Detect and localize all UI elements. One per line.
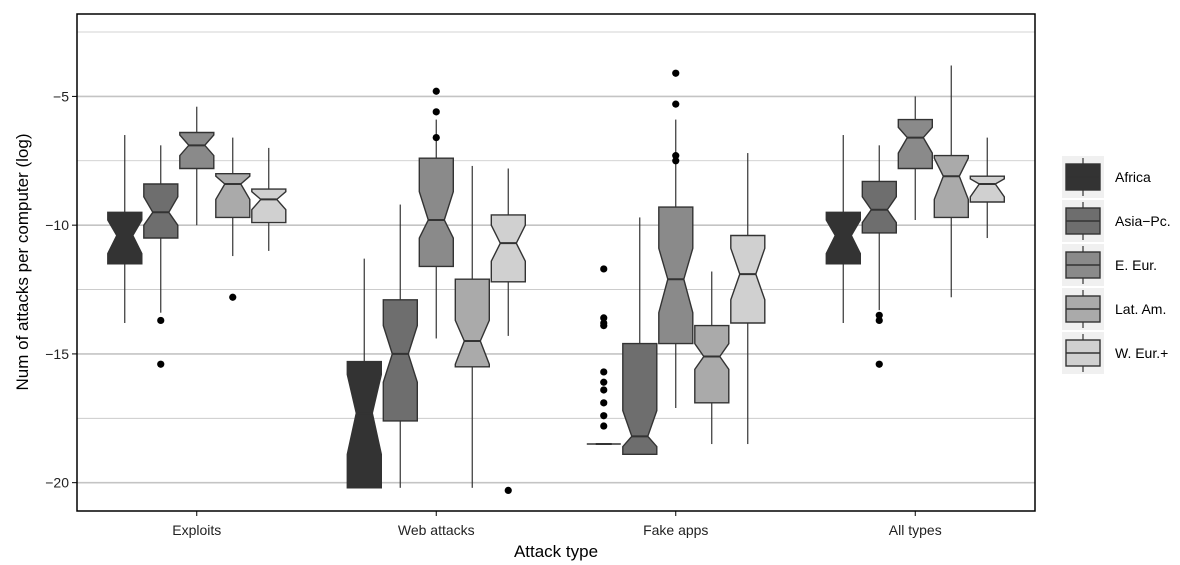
box	[826, 212, 860, 263]
legend-item: Africa	[1062, 156, 1151, 198]
y-tick-label: −15	[45, 346, 69, 362]
y-axis: −5 −10 −15 −20	[45, 88, 77, 490]
outlier-point	[600, 412, 607, 419]
outlier-point	[433, 88, 440, 95]
outlier-point	[672, 70, 679, 77]
outlier-point	[600, 265, 607, 272]
box	[695, 326, 729, 403]
y-axis-title: Num of attacks per computer (log)	[13, 134, 32, 391]
box	[491, 215, 525, 282]
box	[144, 184, 178, 238]
y-tick-label: −5	[53, 88, 69, 104]
x-axis-title: Attack type	[514, 542, 598, 561]
box	[252, 189, 286, 223]
legend-label: Asia−Pc.	[1115, 213, 1171, 229]
series-group	[216, 66, 969, 488]
plot-frame	[77, 14, 1035, 511]
outlier-point	[600, 322, 607, 329]
box	[659, 207, 693, 344]
outlier-point	[876, 361, 883, 368]
box	[180, 133, 214, 169]
box	[383, 300, 417, 421]
box	[731, 236, 765, 324]
box	[108, 212, 142, 263]
box	[216, 174, 250, 218]
legend-label: W. Eur.+	[1115, 345, 1168, 361]
series-group	[180, 70, 933, 408]
x-axis: Exploits Web attacks Fake apps All types	[172, 511, 941, 538]
outlier-point	[157, 361, 164, 368]
grid-lines	[77, 32, 1035, 483]
outlier-point	[600, 368, 607, 375]
boxplot-series	[108, 66, 1005, 494]
legend: Africa Asia−Pc. E. Eur. Lat. Am. W. Eur.+	[1062, 156, 1171, 374]
outlier-point	[433, 134, 440, 141]
outlier-point	[505, 487, 512, 494]
outlier-point	[600, 386, 607, 393]
outlier-point	[672, 157, 679, 164]
x-tick-label: All types	[889, 522, 942, 538]
outlier-point	[672, 101, 679, 108]
outlier-point	[600, 399, 607, 406]
legend-label: Africa	[1115, 169, 1151, 185]
outlier-point	[600, 422, 607, 429]
box	[347, 362, 381, 488]
outlier-point	[876, 317, 883, 324]
x-tick-label: Web attacks	[398, 522, 475, 538]
legend-item: Asia−Pc.	[1062, 200, 1171, 242]
outlier-point	[433, 108, 440, 115]
y-tick-label: −10	[45, 217, 69, 233]
x-tick-label: Fake apps	[643, 522, 708, 538]
legend-item: E. Eur.	[1062, 244, 1157, 286]
box	[970, 176, 1004, 202]
legend-label: Lat. Am.	[1115, 301, 1166, 317]
x-tick-label: Exploits	[172, 522, 221, 538]
outlier-point	[157, 317, 164, 324]
box	[934, 156, 968, 218]
box	[419, 158, 453, 266]
outlier-point	[229, 294, 236, 301]
box	[898, 120, 932, 169]
box	[862, 181, 896, 233]
y-tick-label: −20	[45, 475, 69, 491]
box	[455, 279, 489, 367]
box	[623, 344, 657, 455]
legend-label: E. Eur.	[1115, 257, 1157, 273]
outlier-point	[600, 379, 607, 386]
legend-item: Lat. Am.	[1062, 288, 1166, 330]
legend-item: W. Eur.+	[1062, 332, 1168, 374]
